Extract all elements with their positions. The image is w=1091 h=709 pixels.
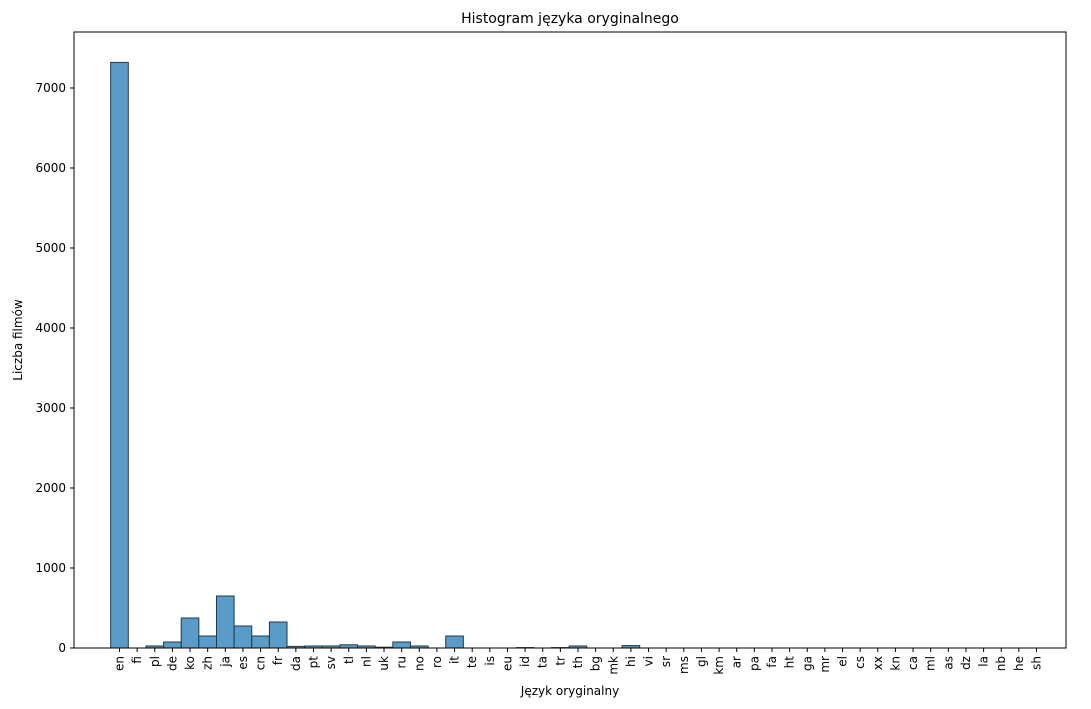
- bar-it: [445, 635, 464, 649]
- x-tick-label: th: [571, 656, 585, 668]
- x-tick-label: sv: [324, 656, 338, 669]
- y-tick-label: 1000: [35, 561, 66, 575]
- x-tick-label: eu: [500, 656, 514, 671]
- bar-ja: [215, 595, 235, 649]
- y-axis-ticks: 0 1000 2000 3000 4000 5000 6000 7000: [35, 81, 74, 655]
- x-tick-label: nl: [359, 656, 373, 667]
- x-tick-label: vi: [642, 656, 656, 666]
- x-tick-label: pl: [148, 656, 162, 667]
- x-tick-label: fi: [130, 656, 144, 664]
- bar-cn: [251, 635, 270, 649]
- x-tick-label: zh: [201, 656, 215, 670]
- bar-ko: [180, 617, 200, 649]
- y-tick-label: 7000: [35, 81, 66, 95]
- x-tick-label: te: [465, 656, 479, 668]
- bars-group: [110, 61, 641, 649]
- x-tick-label: cn: [254, 656, 268, 670]
- x-tick-label: ca: [906, 656, 920, 670]
- x-axis-ticks: en fi pl de ko zh ja es cn fr da pt sv tl nl uk ru no ro it…: [113, 648, 1044, 675]
- x-tick-label: id: [518, 656, 532, 667]
- x-tick-label: xx: [871, 656, 885, 670]
- x-tick-label: cs: [853, 656, 867, 669]
- plot-frame: [73, 31, 1067, 649]
- x-tick-label: fr: [271, 656, 285, 665]
- x-tick-label: fa: [765, 656, 779, 668]
- x-tick-label: sh: [1030, 656, 1044, 670]
- x-tick-label: hi: [624, 656, 638, 667]
- x-tick-label: no: [412, 656, 426, 671]
- x-tick-label: es: [236, 656, 250, 670]
- y-tick-label: 5000: [35, 241, 66, 255]
- x-tick-label: sr: [659, 656, 673, 667]
- x-tick-label: km: [712, 656, 726, 675]
- x-tick-label: ar: [730, 656, 744, 668]
- x-tick-label: tr: [553, 656, 567, 666]
- x-tick-label: it: [448, 656, 462, 664]
- bar-en: [110, 61, 129, 649]
- y-tick-label: 6000: [35, 161, 66, 175]
- x-tick-label: tl: [342, 656, 356, 664]
- bar-ru: [392, 641, 411, 649]
- x-tick-label: ms: [677, 656, 691, 674]
- x-tick-label: ja: [218, 656, 232, 668]
- x-tick-label: ml: [924, 656, 938, 671]
- x-tick-label: he: [1012, 656, 1026, 671]
- x-tick-label: uk: [377, 656, 391, 671]
- x-tick-label: kn: [888, 656, 902, 671]
- x-tick-label: pt: [306, 656, 320, 669]
- y-tick-label: 4000: [35, 321, 66, 335]
- bar-fr: [268, 621, 288, 649]
- x-tick-label: mk: [606, 656, 620, 675]
- x-tick-label: de: [165, 656, 179, 671]
- bar-zh: [198, 635, 217, 649]
- x-tick-label: ro: [430, 656, 444, 668]
- x-tick-label: da: [289, 656, 303, 671]
- x-tick-label: as: [941, 656, 955, 670]
- x-tick-label: gl: [694, 656, 708, 667]
- bar-es: [233, 625, 253, 649]
- bar-de: [163, 641, 182, 649]
- x-axis-title: Język oryginalny: [520, 684, 619, 698]
- x-tick-label: el: [836, 656, 850, 667]
- x-tick-label: la: [977, 656, 991, 667]
- x-tick-label: is: [483, 656, 497, 666]
- chart-title: Histogram języka oryginalnego: [461, 11, 679, 27]
- x-tick-label: pa: [747, 656, 761, 671]
- x-tick-label: ta: [536, 656, 550, 668]
- y-tick-label: 0: [58, 641, 66, 655]
- x-tick-label: bg: [589, 656, 603, 671]
- y-tick-label: 3000: [35, 401, 66, 415]
- x-tick-label: ko: [183, 656, 197, 670]
- x-tick-label: mr: [818, 656, 832, 673]
- x-tick-label: ga: [800, 656, 814, 671]
- x-tick-label: dz: [959, 656, 973, 670]
- x-tick-label: ht: [783, 656, 797, 669]
- x-tick-label: en: [113, 656, 127, 671]
- x-tick-label: ru: [395, 656, 409, 669]
- y-axis-title: Liczba filmów: [11, 299, 25, 381]
- x-tick-label: nb: [994, 656, 1008, 671]
- y-tick-label: 2000: [35, 481, 66, 495]
